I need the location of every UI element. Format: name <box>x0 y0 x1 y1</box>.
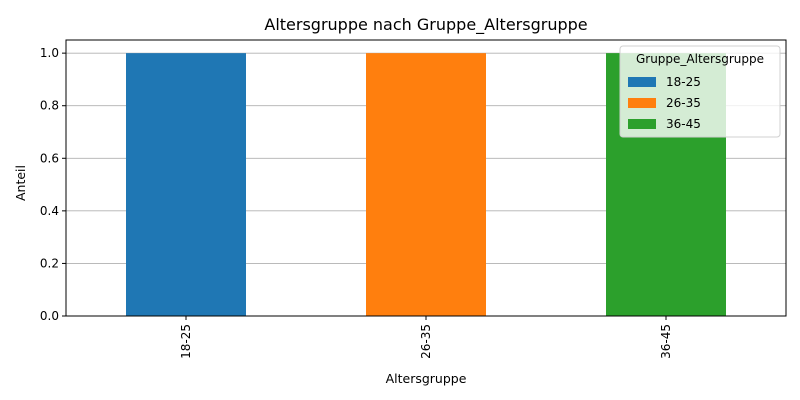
x-axis-label: Altersgruppe <box>386 371 467 386</box>
plot-frame <box>65 39 787 317</box>
legend-swatch-26-35 <box>628 98 656 108</box>
legend-label: 36-45 <box>666 117 701 131</box>
x-tick-label: 18-25 <box>179 324 193 359</box>
bar-26-35-26-35 <box>366 53 486 317</box>
x-tick-label: 26-35 <box>419 324 433 359</box>
bar-18-25-18-25 <box>126 53 246 317</box>
y-tick-label: 0.6 <box>40 151 59 165</box>
legend-frame <box>619 45 781 138</box>
y-tick-label: 0.2 <box>40 256 59 270</box>
legend-swatch-18-25 <box>628 77 656 87</box>
y-axis-label: Anteil <box>13 165 28 201</box>
legend: Gruppe_Altersgruppe 18-25 26-35 36-45 <box>619 45 781 138</box>
axes: 0.0 0.2 0.4 0.6 0.8 1.0 18-25 26-35 36-45 <box>40 39 787 359</box>
legend-label: 18-25 <box>666 75 701 89</box>
bars <box>126 53 726 317</box>
legend-label: 26-35 <box>666 96 701 110</box>
legend-swatch-36-45 <box>628 119 656 129</box>
y-tick-label: 0.4 <box>40 204 59 218</box>
y-tick-label: 0.8 <box>40 99 59 113</box>
y-tick-label: 1.0 <box>40 46 59 60</box>
y-tick-label: 0.0 <box>40 309 59 323</box>
chart-title: Altersgruppe nach Gruppe_Altersgruppe <box>264 15 587 35</box>
x-tick-label: 36-45 <box>659 324 673 359</box>
legend-title: Gruppe_Altersgruppe <box>636 52 764 66</box>
